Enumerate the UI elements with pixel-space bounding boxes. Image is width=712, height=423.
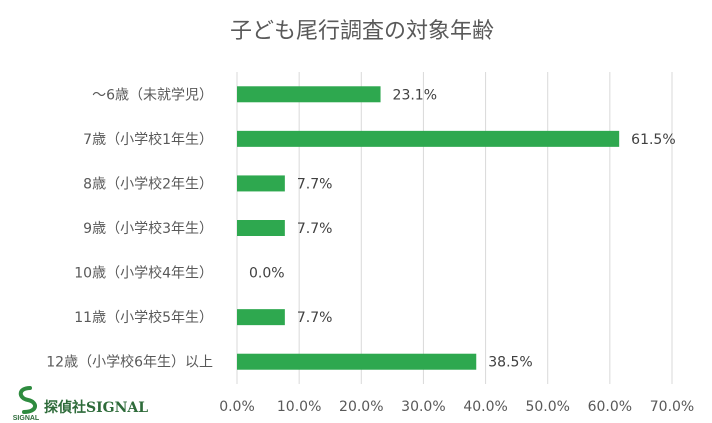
signal-logo-text: 探偵社SIGNAL <box>44 399 148 416</box>
data-label: 7.7% <box>297 176 333 192</box>
x-tick-label: 60.0% <box>588 399 632 415</box>
category-label: 7歳（小学校1年生） <box>83 131 213 148</box>
x-tick-label: 10.0% <box>277 399 321 415</box>
gridlines <box>236 72 673 384</box>
bar <box>237 86 381 103</box>
category-labels: 〜6歳（未就学児） 7歳（小学校1年生） 8歳（小学校2年生） 9歳（小学校3年生） 1… <box>46 87 213 370</box>
bar <box>237 309 285 326</box>
bar <box>237 130 620 147</box>
x-tick-label: 30.0% <box>401 399 445 415</box>
data-label: 61.5% <box>631 132 675 148</box>
category-label: 12歳（小学校6年生）以上 <box>46 354 213 371</box>
bar <box>237 175 285 192</box>
data-label: 38.5% <box>488 355 532 371</box>
bars <box>237 86 620 370</box>
signal-logo: SIGNAL 探偵社SIGNAL <box>13 386 148 422</box>
category-label: 9歳（小学校3年生） <box>83 220 213 237</box>
bar <box>237 353 477 370</box>
x-tick-label: 40.0% <box>463 399 507 415</box>
x-tick-label: 50.0% <box>525 399 569 415</box>
category-label: 8歳（小学校2年生） <box>83 175 213 192</box>
x-axis-ticks: 0.0% 10.0% 20.0% 30.0% 40.0% 50.0% 60.0% 70.0% <box>219 399 694 415</box>
data-label: 7.7% <box>297 310 333 326</box>
category-label: 11歳（小学校5年生） <box>74 309 213 326</box>
chart-title: 子ども尾行調査の対象年齢 <box>230 19 494 44</box>
category-label: 10歳（小学校4年生） <box>74 265 213 282</box>
x-tick-label: 70.0% <box>650 399 694 415</box>
data-label: 23.1% <box>393 87 437 103</box>
x-tick-label: 0.0% <box>219 399 255 415</box>
signal-logo-mark-text: SIGNAL <box>13 415 40 422</box>
bar <box>237 220 285 236</box>
data-label: 0.0% <box>249 266 285 282</box>
category-label: 〜6歳（未就学児） <box>92 87 213 103</box>
data-label: 7.7% <box>297 221 333 237</box>
data-labels: 23.1% 61.5% 7.7% 7.7% 0.0% 7.7% 38.5% <box>249 87 676 370</box>
x-tick-label: 20.0% <box>339 399 383 415</box>
signal-logo-mark: SIGNAL <box>13 386 40 422</box>
